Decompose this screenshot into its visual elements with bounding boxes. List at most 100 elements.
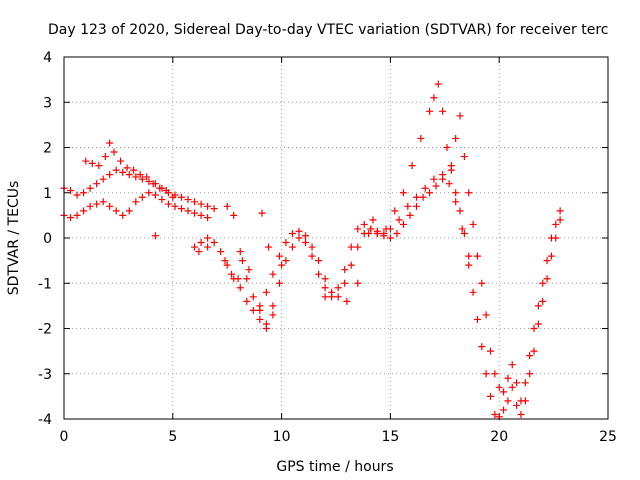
data-point — [269, 270, 277, 278]
data-point — [210, 205, 218, 213]
data-point — [117, 157, 125, 165]
data-point — [504, 397, 512, 405]
data-point — [145, 189, 153, 197]
data-point — [125, 171, 133, 179]
y-tick-label: -3 — [38, 367, 52, 383]
data-point — [486, 392, 494, 400]
data-point — [521, 379, 529, 387]
data-point — [393, 229, 401, 237]
data-point — [80, 189, 88, 197]
data-point — [343, 297, 351, 305]
series-track-d — [191, 225, 388, 314]
data-point — [539, 297, 547, 305]
data-point — [256, 315, 264, 323]
data-point — [282, 257, 290, 265]
data-point — [143, 173, 151, 181]
plot-frame — [63, 56, 609, 420]
data-point — [452, 198, 460, 206]
data-point — [360, 220, 368, 228]
data-point — [245, 266, 253, 274]
data-point — [408, 162, 416, 170]
data-point — [221, 257, 229, 265]
data-point — [302, 239, 310, 247]
data-point — [99, 198, 107, 206]
y-tick-label: -4 — [38, 412, 52, 428]
data-point — [162, 186, 170, 194]
data-point — [426, 189, 434, 197]
data-point — [491, 370, 499, 378]
x-axis-label: GPS time / hours — [276, 459, 393, 475]
data-point — [386, 234, 394, 242]
data-point — [125, 207, 133, 215]
data-point — [93, 200, 101, 208]
data-point — [478, 343, 486, 351]
data-point — [295, 227, 303, 235]
data-point — [228, 270, 236, 278]
data-point — [145, 177, 153, 185]
data-point — [445, 180, 453, 188]
data-point — [223, 261, 231, 269]
data-point — [513, 401, 521, 409]
data-point — [341, 279, 349, 287]
data-point — [395, 216, 403, 224]
data-point — [99, 175, 107, 183]
data-point — [439, 107, 447, 115]
y-tick-label: 2 — [43, 141, 52, 157]
data-point — [234, 275, 242, 283]
data-point — [491, 410, 499, 418]
data-point — [217, 248, 225, 256]
data-point — [197, 239, 205, 247]
data-point — [347, 243, 355, 251]
data-point — [158, 196, 166, 204]
data-point — [164, 200, 172, 208]
data-point — [171, 202, 179, 210]
data-point — [419, 193, 427, 201]
series-track-b — [60, 189, 212, 222]
data-point — [238, 257, 246, 265]
data-point — [328, 293, 336, 301]
data-point — [275, 279, 283, 287]
data-point — [204, 234, 212, 242]
data-point — [243, 297, 251, 305]
series-scattered — [151, 209, 377, 305]
data-point — [230, 211, 238, 219]
x-tick-label: 5 — [168, 429, 177, 445]
data-point — [169, 193, 177, 201]
data-point — [543, 257, 551, 265]
series-track-f — [223, 202, 277, 332]
data-point — [110, 148, 118, 156]
data-point — [288, 243, 296, 251]
data-point — [399, 189, 407, 197]
data-point — [262, 288, 270, 296]
x-tick-label: 10 — [273, 429, 291, 445]
data-point — [249, 293, 257, 301]
data-point — [465, 189, 473, 197]
data-point — [386, 225, 394, 233]
data-point — [500, 406, 508, 414]
series-track-i — [386, 175, 473, 260]
y-axis-label: SDTVAR / TECUs — [6, 181, 22, 296]
y-tick-label: 4 — [43, 50, 52, 66]
data-point — [210, 239, 218, 247]
data-point — [106, 171, 114, 179]
data-point — [132, 173, 140, 181]
data-point — [204, 202, 212, 210]
data-point — [486, 347, 494, 355]
data-point — [417, 134, 425, 142]
data-point — [265, 243, 273, 251]
data-point — [391, 207, 399, 215]
data-point — [278, 261, 286, 269]
data-point — [458, 225, 466, 233]
data-point — [556, 216, 564, 224]
data-point — [465, 252, 473, 260]
data-point — [452, 134, 460, 142]
data-point — [156, 184, 164, 192]
data-point — [430, 94, 438, 102]
data-point — [73, 191, 81, 199]
series-track-g — [365, 80, 564, 421]
data-point — [67, 186, 75, 194]
data-point — [321, 275, 329, 283]
data-point — [82, 157, 90, 165]
